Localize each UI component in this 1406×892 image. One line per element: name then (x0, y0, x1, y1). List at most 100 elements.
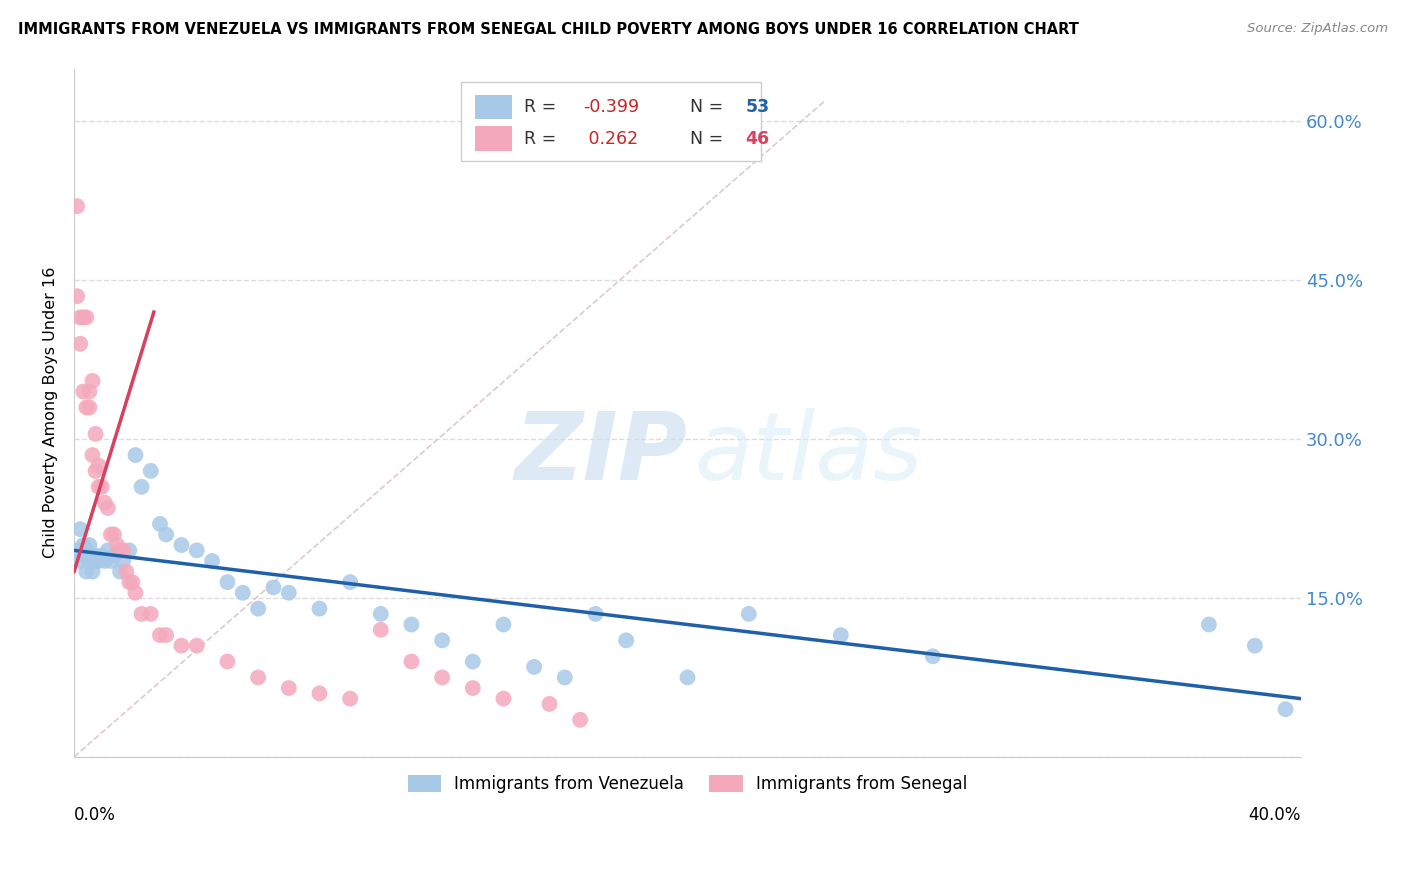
Point (82, 565, 104, 579)
Point (69, 310, 91, 325)
Point (277, 585, 299, 599)
Point (370, 607, 392, 621)
Point (308, 686, 330, 700)
Point (112, 543, 135, 558)
Point (75, 543, 97, 558)
Point (75, 565, 97, 579)
Point (1274, 702, 1296, 716)
Point (232, 585, 254, 599)
Point (492, 617, 515, 632)
Point (87, 458, 110, 473)
Point (461, 655, 484, 669)
Text: 53: 53 (745, 98, 769, 116)
Point (118, 575, 141, 590)
Point (124, 585, 146, 599)
Point (339, 691, 361, 706)
Point (79, 401, 101, 415)
Point (523, 660, 546, 674)
FancyBboxPatch shape (475, 127, 512, 151)
Text: ZIP: ZIP (515, 408, 688, 500)
Text: Source: ZipAtlas.com: Source: ZipAtlas.com (1247, 22, 1388, 36)
Point (149, 516, 172, 531)
Point (1198, 617, 1220, 632)
Point (339, 575, 361, 590)
Point (82, 448, 104, 462)
Point (430, 633, 453, 648)
FancyBboxPatch shape (461, 82, 761, 161)
Point (124, 448, 146, 462)
Point (97, 543, 120, 558)
Point (149, 628, 172, 642)
Point (921, 649, 943, 664)
Point (82, 374, 104, 388)
Point (308, 601, 330, 615)
Point (82, 549, 104, 563)
Point (84, 554, 107, 568)
Point (247, 670, 270, 684)
Point (87, 554, 110, 568)
Point (79, 554, 101, 568)
Point (492, 691, 515, 706)
Point (139, 464, 162, 478)
Point (90, 480, 112, 494)
Text: N =: N = (690, 129, 728, 148)
Point (84, 464, 107, 478)
Point (90, 549, 112, 563)
Point (614, 633, 637, 648)
Point (118, 543, 141, 558)
Text: R =: R = (524, 98, 562, 116)
Point (131, 607, 153, 621)
Point (87, 480, 110, 494)
Text: 0.0%: 0.0% (75, 805, 115, 823)
Point (66, 543, 89, 558)
Point (186, 639, 208, 653)
Point (75, 310, 97, 325)
Point (84, 426, 107, 441)
Point (186, 543, 208, 558)
Text: 40.0%: 40.0% (1249, 805, 1301, 823)
Point (100, 554, 122, 568)
Legend: Immigrants from Venezuela, Immigrants from Senegal: Immigrants from Venezuela, Immigrants fr… (401, 769, 974, 800)
Point (69, 336, 91, 351)
Point (79, 538, 101, 552)
Point (72, 310, 94, 325)
Point (66, 289, 89, 303)
Point (121, 575, 143, 590)
Point (69, 522, 91, 536)
Text: -0.399: -0.399 (583, 98, 640, 116)
Text: N =: N = (690, 98, 728, 116)
FancyBboxPatch shape (475, 95, 512, 120)
Point (247, 601, 270, 615)
Point (201, 554, 224, 568)
Point (75, 401, 97, 415)
Point (461, 681, 484, 695)
Point (170, 639, 193, 653)
Point (94, 496, 117, 510)
Point (217, 655, 239, 669)
Point (103, 549, 125, 563)
Point (79, 384, 101, 399)
Point (100, 527, 122, 541)
Point (72, 549, 94, 563)
Point (97, 501, 120, 516)
Point (84, 549, 107, 563)
Point (401, 617, 423, 632)
Point (676, 670, 699, 684)
Point (115, 565, 138, 579)
Point (830, 628, 852, 642)
Point (585, 607, 607, 621)
Point (69, 554, 91, 568)
Text: R =: R = (524, 129, 562, 148)
Point (277, 681, 299, 695)
Point (538, 697, 561, 711)
Point (139, 607, 162, 621)
Point (72, 384, 94, 399)
Point (103, 527, 125, 541)
Point (155, 628, 177, 642)
Point (108, 543, 131, 558)
Text: 0.262: 0.262 (583, 129, 638, 148)
Point (131, 480, 153, 494)
Text: IMMIGRANTS FROM VENEZUELA VS IMMIGRANTS FROM SENEGAL CHILD POVERTY AMONG BOYS UN: IMMIGRANTS FROM VENEZUELA VS IMMIGRANTS … (18, 22, 1080, 37)
Point (554, 670, 576, 684)
Point (170, 538, 193, 552)
